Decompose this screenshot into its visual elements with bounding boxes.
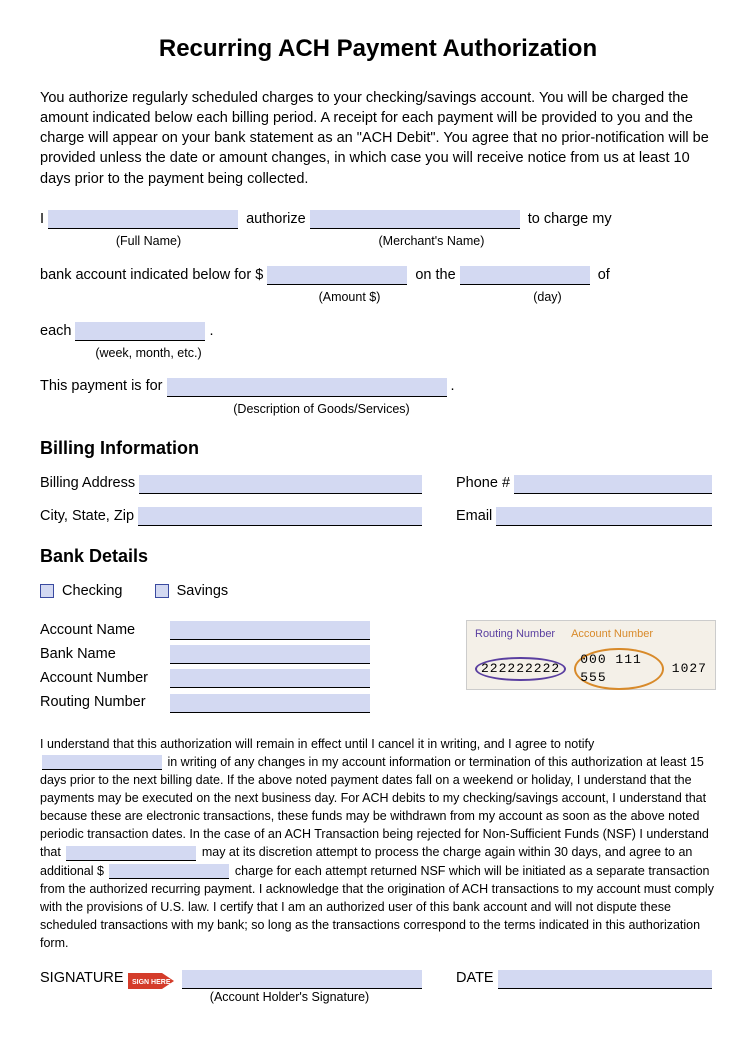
auth-line-3-labels: (week, month, etc.) (40, 345, 716, 363)
text-period: . (209, 321, 213, 341)
city-label: City, State, Zip (40, 506, 134, 526)
bank-name-field[interactable] (170, 645, 370, 664)
account-number-label: Account Number (40, 668, 170, 688)
text-to-charge: to charge my (528, 209, 612, 229)
text-bank-account-for: bank account indicated below for $ (40, 265, 263, 285)
description-sublabel: (Description of Goods/Services) (181, 401, 461, 419)
billing-row-2: City, State, Zip Email (40, 506, 716, 526)
signature-sublabel: (Account Holder's Signature) (179, 989, 399, 1007)
fine-nsf-fee-field[interactable] (109, 864, 229, 879)
text-on-the: on the (415, 265, 455, 285)
account-name-field[interactable] (170, 621, 370, 640)
auth-line-1: I authorize to charge my (40, 209, 716, 229)
date-label: DATE (456, 968, 494, 988)
signature-label: SIGNATURE (40, 968, 124, 988)
auth-line-1-labels: (Full Name) (Merchant's Name) (40, 233, 716, 251)
page-title: Recurring ACH Payment Authorization (40, 32, 716, 66)
city-field[interactable] (138, 507, 422, 526)
phone-field[interactable] (514, 475, 712, 494)
intro-paragraph: You authorize regularly scheduled charge… (40, 88, 716, 189)
fine-text-1: I understand that this authorization wil… (40, 737, 594, 751)
signature-sublabel-row: (Account Holder's Signature) (40, 989, 716, 1007)
routing-number-label: Routing Number (40, 692, 170, 712)
phone-label: Phone # (456, 473, 510, 493)
account-number-field[interactable] (170, 669, 370, 688)
auth-line-4-labels: (Description of Goods/Services) (40, 401, 716, 419)
svg-text:SIGN HERE: SIGN HERE (132, 979, 171, 986)
bank-section: Account Name Bank Name Account Number Ro… (40, 620, 716, 717)
day-sublabel: (day) (482, 289, 612, 307)
check-routing-value: 222222222 (475, 657, 566, 681)
fine-text-2: in writing of any changes in my account … (40, 755, 709, 860)
text-each: each (40, 321, 71, 341)
text-payment-for: This payment is for (40, 376, 163, 396)
auth-line-2-labels: (Amount $) (day) (40, 289, 716, 307)
fine-print: I understand that this authorization wil… (40, 735, 716, 953)
period-sublabel: (week, month, etc.) (83, 345, 213, 363)
email-label: Email (456, 506, 492, 526)
date-field[interactable] (498, 970, 712, 989)
auth-line-2: bank account indicated below for $ on th… (40, 265, 716, 285)
text-i: I (40, 209, 44, 229)
billing-address-label: Billing Address (40, 473, 135, 493)
fine-merchant-field-1[interactable] (42, 755, 162, 770)
period-field[interactable] (75, 322, 205, 341)
billing-heading: Billing Information (40, 436, 716, 461)
auth-line-3: each . (40, 321, 716, 341)
text-authorize: authorize (246, 209, 306, 229)
routing-number-field[interactable] (170, 694, 370, 713)
billing-address-field[interactable] (139, 475, 422, 494)
signature-field[interactable] (182, 970, 422, 989)
sign-here-icon: SIGN HERE (128, 973, 174, 989)
check-example-image: Routing Number Account Number 222222222 … (466, 620, 716, 690)
bank-heading: Bank Details (40, 544, 716, 569)
check-number-value: 1027 (672, 660, 707, 678)
account-type-row: Checking Savings (40, 581, 716, 601)
amount-field[interactable] (267, 266, 407, 285)
billing-row-1: Billing Address Phone # (40, 473, 716, 493)
check-account-label: Account Number (571, 627, 653, 642)
check-account-value: 000 111 555 (574, 648, 664, 690)
full-name-field[interactable] (48, 210, 238, 229)
signature-row: SIGNATURE SIGN HERE DATE (40, 968, 716, 988)
description-field[interactable] (167, 378, 447, 397)
text-of: of (598, 265, 610, 285)
check-routing-label: Routing Number (475, 627, 555, 642)
checking-checkbox[interactable] (40, 584, 54, 598)
savings-checkbox[interactable] (155, 584, 169, 598)
checking-label: Checking (62, 583, 122, 599)
bank-name-label: Bank Name (40, 644, 170, 664)
day-field[interactable] (460, 266, 590, 285)
account-name-label: Account Name (40, 620, 170, 640)
fine-merchant-field-2[interactable] (66, 846, 196, 861)
merchant-sublabel: (Merchant's Name) (326, 233, 536, 251)
merchant-name-field[interactable] (310, 210, 520, 229)
email-field[interactable] (496, 507, 712, 526)
savings-label: Savings (177, 583, 229, 599)
full-name-sublabel: (Full Name) (53, 233, 243, 251)
amount-sublabel: (Amount $) (279, 289, 419, 307)
auth-line-4: This payment is for . (40, 376, 716, 396)
